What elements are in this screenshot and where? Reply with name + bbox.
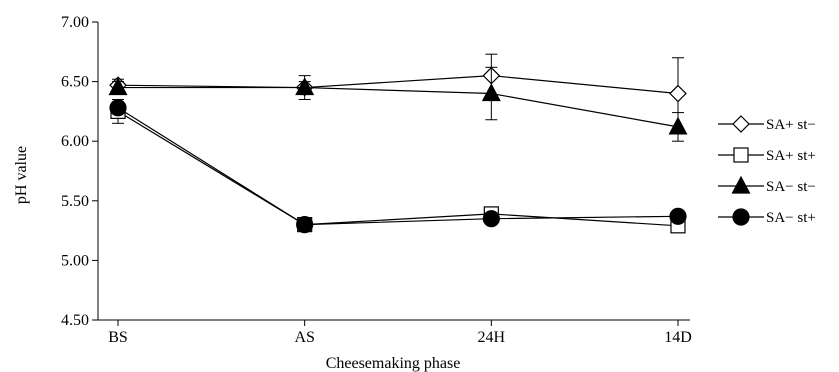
x-tick-label: AS: [294, 329, 314, 346]
y-tick-label: 6.50: [61, 74, 89, 91]
data-point: [669, 84, 687, 103]
legend-label: SA− st+: [766, 210, 816, 226]
legend-label: SA− st−: [766, 179, 816, 195]
legend: SA+ st− SA+ st+ SA− st− SA− st+: [718, 115, 816, 226]
data-point: [296, 216, 314, 234]
axes: 4.50 5.00 5.50 6.00 6.50 7.00 BS AS 24H 14D: [61, 14, 692, 346]
data-point: [295, 77, 315, 96]
y-tick-label: 5.00: [61, 252, 89, 269]
legend-marker: [732, 208, 750, 226]
series-line: [117, 75, 679, 95]
legend-marker: [733, 147, 749, 163]
x-tick-label: 24H: [478, 329, 506, 346]
y-tick-label: 4.50: [61, 312, 89, 329]
x-axis-title: Cheesemaking phase: [326, 355, 461, 372]
series-line: [117, 110, 679, 227]
legend-item-2: SA+ st+: [718, 147, 816, 164]
series-1: [109, 53, 687, 130]
data-point: [109, 99, 127, 117]
y-tick-label: 6.00: [61, 133, 89, 150]
data-point: [668, 116, 688, 135]
legend-label: SA+ st−: [766, 117, 816, 133]
legend-item-4: SA− st+: [718, 208, 816, 226]
data-point: [108, 77, 128, 96]
legend-item-1: SA+ st−: [718, 115, 816, 133]
legend-item-3: SA− st−: [718, 175, 816, 195]
series-line: [118, 86, 679, 128]
data-point: [482, 210, 500, 228]
x-tick-label: 14D: [664, 329, 692, 346]
series-layer: [108, 53, 688, 234]
y-tick-label: 7.00: [61, 14, 89, 31]
y-axis-title: pH value: [13, 146, 30, 204]
legend-marker: [731, 175, 751, 194]
series-3: [108, 66, 688, 142]
series-2: [110, 98, 686, 234]
legend-label: SA+ st+: [766, 148, 816, 164]
x-tick-label: BS: [108, 329, 128, 346]
series-4: [109, 99, 687, 234]
data-point: [669, 207, 687, 225]
legend-marker: [732, 115, 750, 133]
series-line: [117, 107, 679, 226]
y-tick-label: 5.50: [61, 193, 89, 210]
data-point: [481, 83, 501, 102]
